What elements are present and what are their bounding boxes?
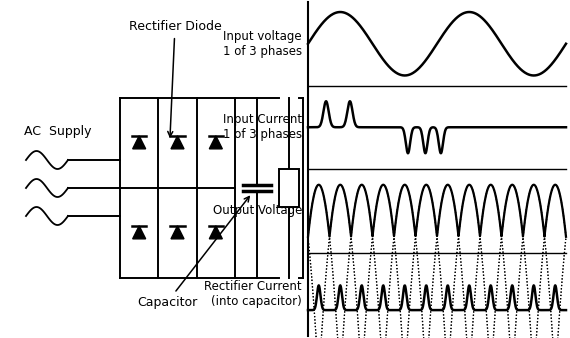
- Polygon shape: [209, 136, 222, 149]
- Polygon shape: [133, 136, 146, 149]
- Text: Output Voltage: Output Voltage: [213, 204, 302, 217]
- Text: Capacitor: Capacitor: [137, 196, 249, 309]
- Bar: [279, 169, 299, 207]
- Polygon shape: [133, 226, 146, 239]
- Text: AC  Supply: AC Supply: [24, 125, 92, 138]
- Polygon shape: [209, 226, 222, 239]
- Polygon shape: [171, 226, 184, 239]
- Text: Input Current
1 of 3 phases: Input Current 1 of 3 phases: [223, 113, 302, 141]
- Text: Input voltage
1 of 3 phases: Input voltage 1 of 3 phases: [223, 30, 302, 58]
- Polygon shape: [171, 136, 184, 149]
- Text: Rectifier Current
(into capacitor): Rectifier Current (into capacitor): [205, 280, 302, 308]
- Text: Rectifier Diode: Rectifier Diode: [129, 20, 221, 137]
